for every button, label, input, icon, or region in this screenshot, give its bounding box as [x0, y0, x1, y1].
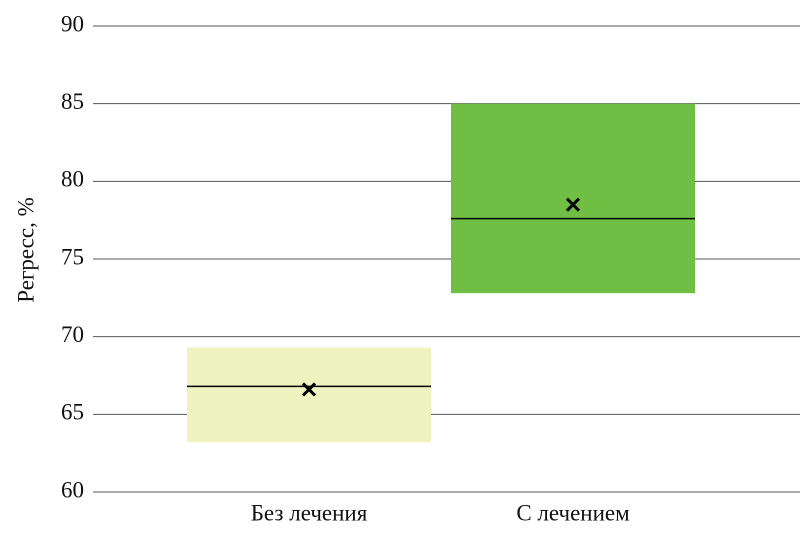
y-tick-label: 60 [61, 477, 84, 502]
x-tick-label: С лечением [516, 500, 630, 525]
y-tick-label: 80 [61, 167, 84, 192]
y-tick-label: 65 [61, 400, 84, 425]
y-tick-label: 75 [61, 244, 84, 269]
box [187, 347, 431, 443]
x-tick-label: Без лечения [251, 500, 368, 525]
box [451, 103, 695, 294]
y-axis-label: Регресс, % [13, 197, 38, 303]
mean-marker [565, 197, 581, 212]
y-tick-label: 85 [61, 89, 84, 114]
mean-marker [301, 382, 317, 397]
y-tick-label: 70 [61, 322, 84, 347]
y-tick-label: 90 [61, 11, 84, 36]
